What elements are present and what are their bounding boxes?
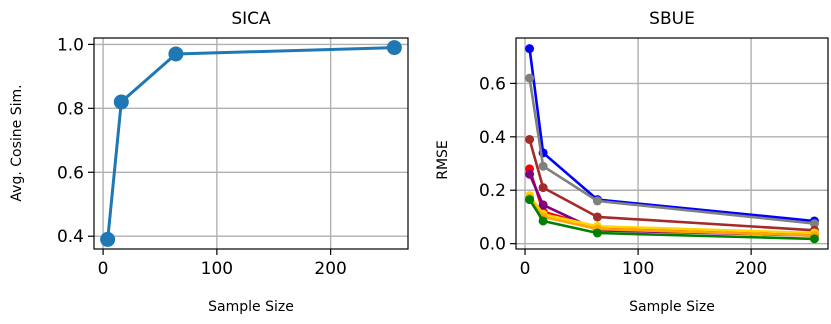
sbue-x-axis-label: Sample Size [629, 299, 715, 315]
sica-y-axis-label: Avg. Cosine Sim. [9, 84, 25, 201]
sica-data-point [113, 94, 129, 110]
sica-y-tick-label: 0.6 [57, 163, 84, 183]
sbue-series-line-5 [528, 194, 815, 235]
sbue-data-point [538, 183, 548, 193]
sbue-title: SBUE [649, 9, 695, 29]
sbue-data-point [525, 195, 535, 205]
sbue-data-point [538, 216, 548, 226]
sbue-data-point [592, 196, 602, 206]
sbue-x-tick-label: 100 [622, 259, 654, 279]
sbue-y-tick-label: 0.2 [479, 181, 506, 201]
sbue-series-line-2 [528, 139, 815, 232]
sbue-data-point [809, 234, 819, 244]
sbue-series-line-0 [528, 48, 815, 223]
sbue-y-axis-label: RMSE [435, 140, 451, 180]
sbue-data-point [809, 219, 819, 229]
sbue-y-tick-label: 0.6 [479, 74, 506, 94]
sica-data-point [386, 40, 402, 56]
sica-x-tick-label: 200 [314, 259, 346, 279]
sbue-plot-frame [515, 37, 829, 250]
sica-x-tick-label: 0 [98, 259, 109, 279]
sbue-panel: SBUE 0 100 200 0.0 0.2 0.4 0.6 Sample Size RMS… [435, 9, 829, 315]
sbue-x-tick-label: 0 [520, 259, 531, 279]
sbue-data-point [525, 73, 535, 83]
sica-series-line-0 [106, 46, 395, 240]
sica-y-tick-label: 0.8 [57, 99, 84, 119]
sica-y-tick-label: 1.0 [57, 35, 84, 55]
sica-x-tick-label: 100 [201, 259, 233, 279]
sica-panel: SICA 0 100 200 0.4 0.6 0.8 1.0 Sample Size Avg… [9, 9, 409, 315]
sbue-data-point [525, 44, 535, 54]
sbue-series-line-1 [528, 77, 815, 225]
sbue-data-point [525, 134, 535, 144]
sbue-y-tick-label: 0.0 [479, 235, 506, 255]
sbue-x-tick-label: 200 [735, 259, 767, 279]
sica-data-point [168, 46, 184, 62]
sbue-data-point [592, 212, 602, 222]
sbue-series-line-7 [528, 198, 815, 241]
sbue-data-point [592, 228, 602, 238]
sbue-data-point [525, 169, 535, 179]
sica-title: SICA [231, 9, 271, 29]
sica-x-axis-label: Sample Size [208, 299, 294, 315]
sbue-series-line-6 [528, 197, 815, 237]
sica-plot-frame [93, 37, 409, 250]
sbue-data-point [538, 161, 548, 171]
sica-y-tick-label: 0.4 [57, 227, 84, 247]
sbue-y-tick-label: 0.4 [479, 128, 506, 148]
sbue-data-point [538, 200, 548, 210]
sica-data-point [100, 231, 116, 247]
